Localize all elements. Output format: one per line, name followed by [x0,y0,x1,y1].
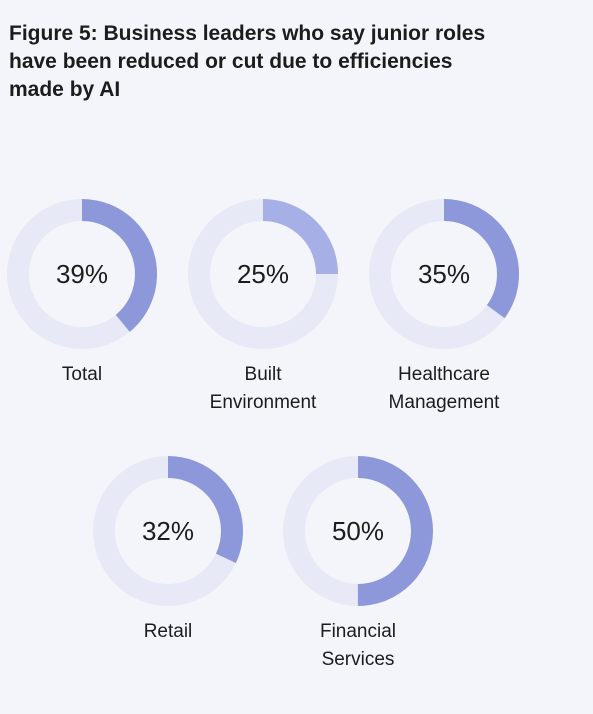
donut-category-label: Total [0,361,172,389]
donut-value-label: 39% [55,258,109,289]
donut-slice [7,199,157,349]
donut-category-label: Healthcare Management [354,361,534,417]
donut-chart: 35% [369,199,519,349]
donut-svg [188,199,338,349]
donut-chart: 32% [93,456,243,606]
category-label-line: Financial [319,621,397,642]
donut-category-label: Built Environment [173,361,353,417]
donut-value-label: 32% [141,515,195,546]
category-label-line: Environment [209,392,317,413]
category-label-line: Retail [143,621,193,642]
donut-value-label: 25% [236,258,290,289]
donut-value-label: 50% [331,515,385,546]
category-label-line: Built [244,364,282,385]
category-label-line: Total [61,364,103,385]
donut-chart: 39% [7,199,157,349]
donut-svg [93,456,243,606]
donut-slice [188,199,338,349]
category-label-line: Management [388,392,500,413]
donut-chart: 50% [283,456,433,606]
donut-category-label: Retail [78,618,258,646]
category-label-line: Healthcare [398,364,490,385]
chart-title: Figure 5: Business leaders who say junio… [9,22,486,101]
donut-chart: 25% [188,199,338,349]
donut-category-label: Financial Services [268,618,448,674]
donut-slice [283,456,433,606]
donut-svg [7,199,157,349]
donut-slice [369,199,519,349]
category-label-line: Services [321,649,395,670]
donut-slice [93,456,243,606]
donut-svg [283,456,433,606]
donut-value-label: 35% [417,258,471,289]
donut-svg [369,199,519,349]
